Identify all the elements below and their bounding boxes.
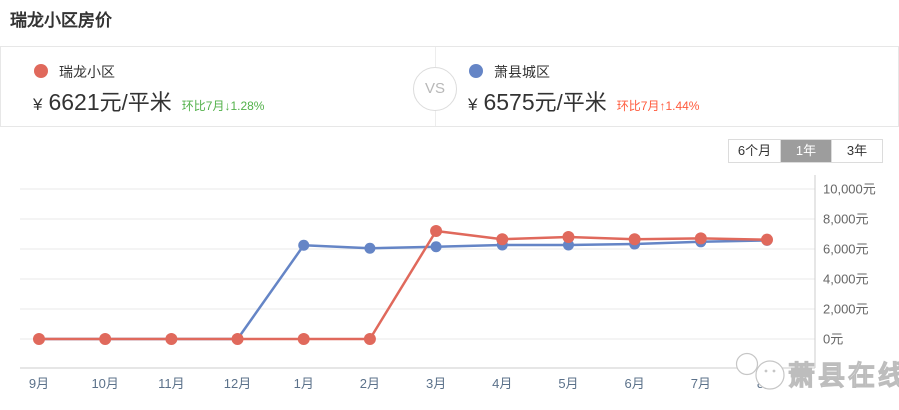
x-axis-tick-label: 3月 bbox=[426, 376, 446, 391]
y-axis-tick-label: 2,000元 bbox=[823, 302, 869, 317]
series-point-0-9[interactable] bbox=[628, 233, 641, 246]
x-axis-tick-label: 5月 bbox=[558, 376, 578, 391]
series-point-0-8[interactable] bbox=[562, 231, 575, 243]
right-price-row: ¥ 6575 元/平米 环比7月↑1.44% bbox=[468, 85, 700, 115]
series-line-0 bbox=[39, 229, 768, 341]
range-button-6months[interactable]: 6个月 bbox=[729, 140, 780, 162]
vs-badge: VS bbox=[413, 67, 457, 111]
watermark-logo-eye bbox=[764, 369, 768, 373]
watermark-logo-eye bbox=[772, 369, 776, 373]
x-axis-tick-label: 4月 bbox=[492, 376, 512, 391]
x-axis-tick-label: 12月 bbox=[224, 376, 251, 391]
time-range-selector: 6个月 1年 3年 bbox=[728, 139, 883, 163]
y-axis-tick-label: 6,000元 bbox=[823, 242, 869, 257]
x-axis-tick-label: 2月 bbox=[360, 376, 380, 391]
right-month-change: 环比7月↑1.44% bbox=[616, 99, 700, 113]
range-button-3years[interactable]: 3年 bbox=[831, 140, 882, 162]
series-point-0-7[interactable] bbox=[496, 233, 509, 246]
page-title: 瑞龙小区房价 bbox=[10, 11, 112, 30]
series-point-0-1[interactable] bbox=[99, 333, 112, 345]
series-point-0-2[interactable] bbox=[165, 333, 178, 345]
right-currency-symbol: ¥ bbox=[468, 95, 478, 114]
series-point-0-3[interactable] bbox=[231, 333, 244, 345]
x-axis-tick-label: 7月 bbox=[691, 376, 711, 391]
right-series-name: 萧县城区 bbox=[494, 64, 550, 80]
x-axis-tick-label: 11月 bbox=[158, 376, 185, 391]
watermark-logo-head bbox=[755, 360, 785, 390]
series-point-1-5[interactable] bbox=[364, 242, 376, 254]
x-axis-tick-label: 9月 bbox=[29, 376, 49, 391]
comparison-panel: VS 瑞龙小区 ¥ 6621 元/平米 环比7月↓1.28% 萧县城区 ¥ 65… bbox=[0, 46, 899, 127]
right-series-dot bbox=[469, 64, 483, 78]
y-axis-tick-label: 0元 bbox=[823, 332, 843, 347]
watermark-text: 萧县在线 bbox=[788, 361, 899, 391]
series-point-0-11[interactable] bbox=[761, 233, 773, 246]
series-point-0-6[interactable] bbox=[430, 225, 443, 237]
left-price-row: ¥ 6621 元/平米 环比7月↓1.28% bbox=[33, 85, 265, 115]
price-trend-chart[interactable]: 10,000元 8,000元 6,000元 4,000元 2,000元 0元 9月 10月 11… bbox=[0, 130, 899, 410]
watermark-logo-bubble bbox=[735, 352, 759, 376]
series-point-0-5[interactable] bbox=[363, 333, 376, 345]
x-axis-tick-label: 10月 bbox=[91, 376, 118, 391]
series-line-1 bbox=[39, 239, 768, 341]
series-point-0-4[interactable] bbox=[297, 333, 310, 345]
left-series-name: 瑞龙小区 bbox=[59, 64, 115, 80]
right-price-value: 6575 bbox=[483, 89, 535, 115]
series-point-0-10[interactable] bbox=[694, 232, 707, 245]
range-button-1year[interactable]: 1年 bbox=[780, 140, 831, 162]
series-point-1-4[interactable] bbox=[298, 239, 310, 251]
x-axis-tick-label: 1月 bbox=[294, 376, 314, 391]
left-price-value: 6621 bbox=[48, 89, 100, 115]
series-point-0-0[interactable] bbox=[33, 333, 45, 345]
x-axis-tick-label: 6月 bbox=[625, 376, 645, 391]
y-axis-tick-label: 10,000元 bbox=[823, 182, 876, 197]
series-point-1-6[interactable] bbox=[430, 241, 442, 253]
right-price-unit: 元/平米 bbox=[534, 90, 607, 115]
y-axis-tick-label: 4,000元 bbox=[823, 272, 869, 287]
left-price-unit: 元/平米 bbox=[99, 90, 172, 115]
left-currency-symbol: ¥ bbox=[33, 95, 43, 114]
y-axis-tick-label: 8,000元 bbox=[823, 212, 869, 227]
left-month-change: 环比7月↓1.28% bbox=[181, 99, 265, 113]
left-series-dot bbox=[34, 64, 48, 78]
